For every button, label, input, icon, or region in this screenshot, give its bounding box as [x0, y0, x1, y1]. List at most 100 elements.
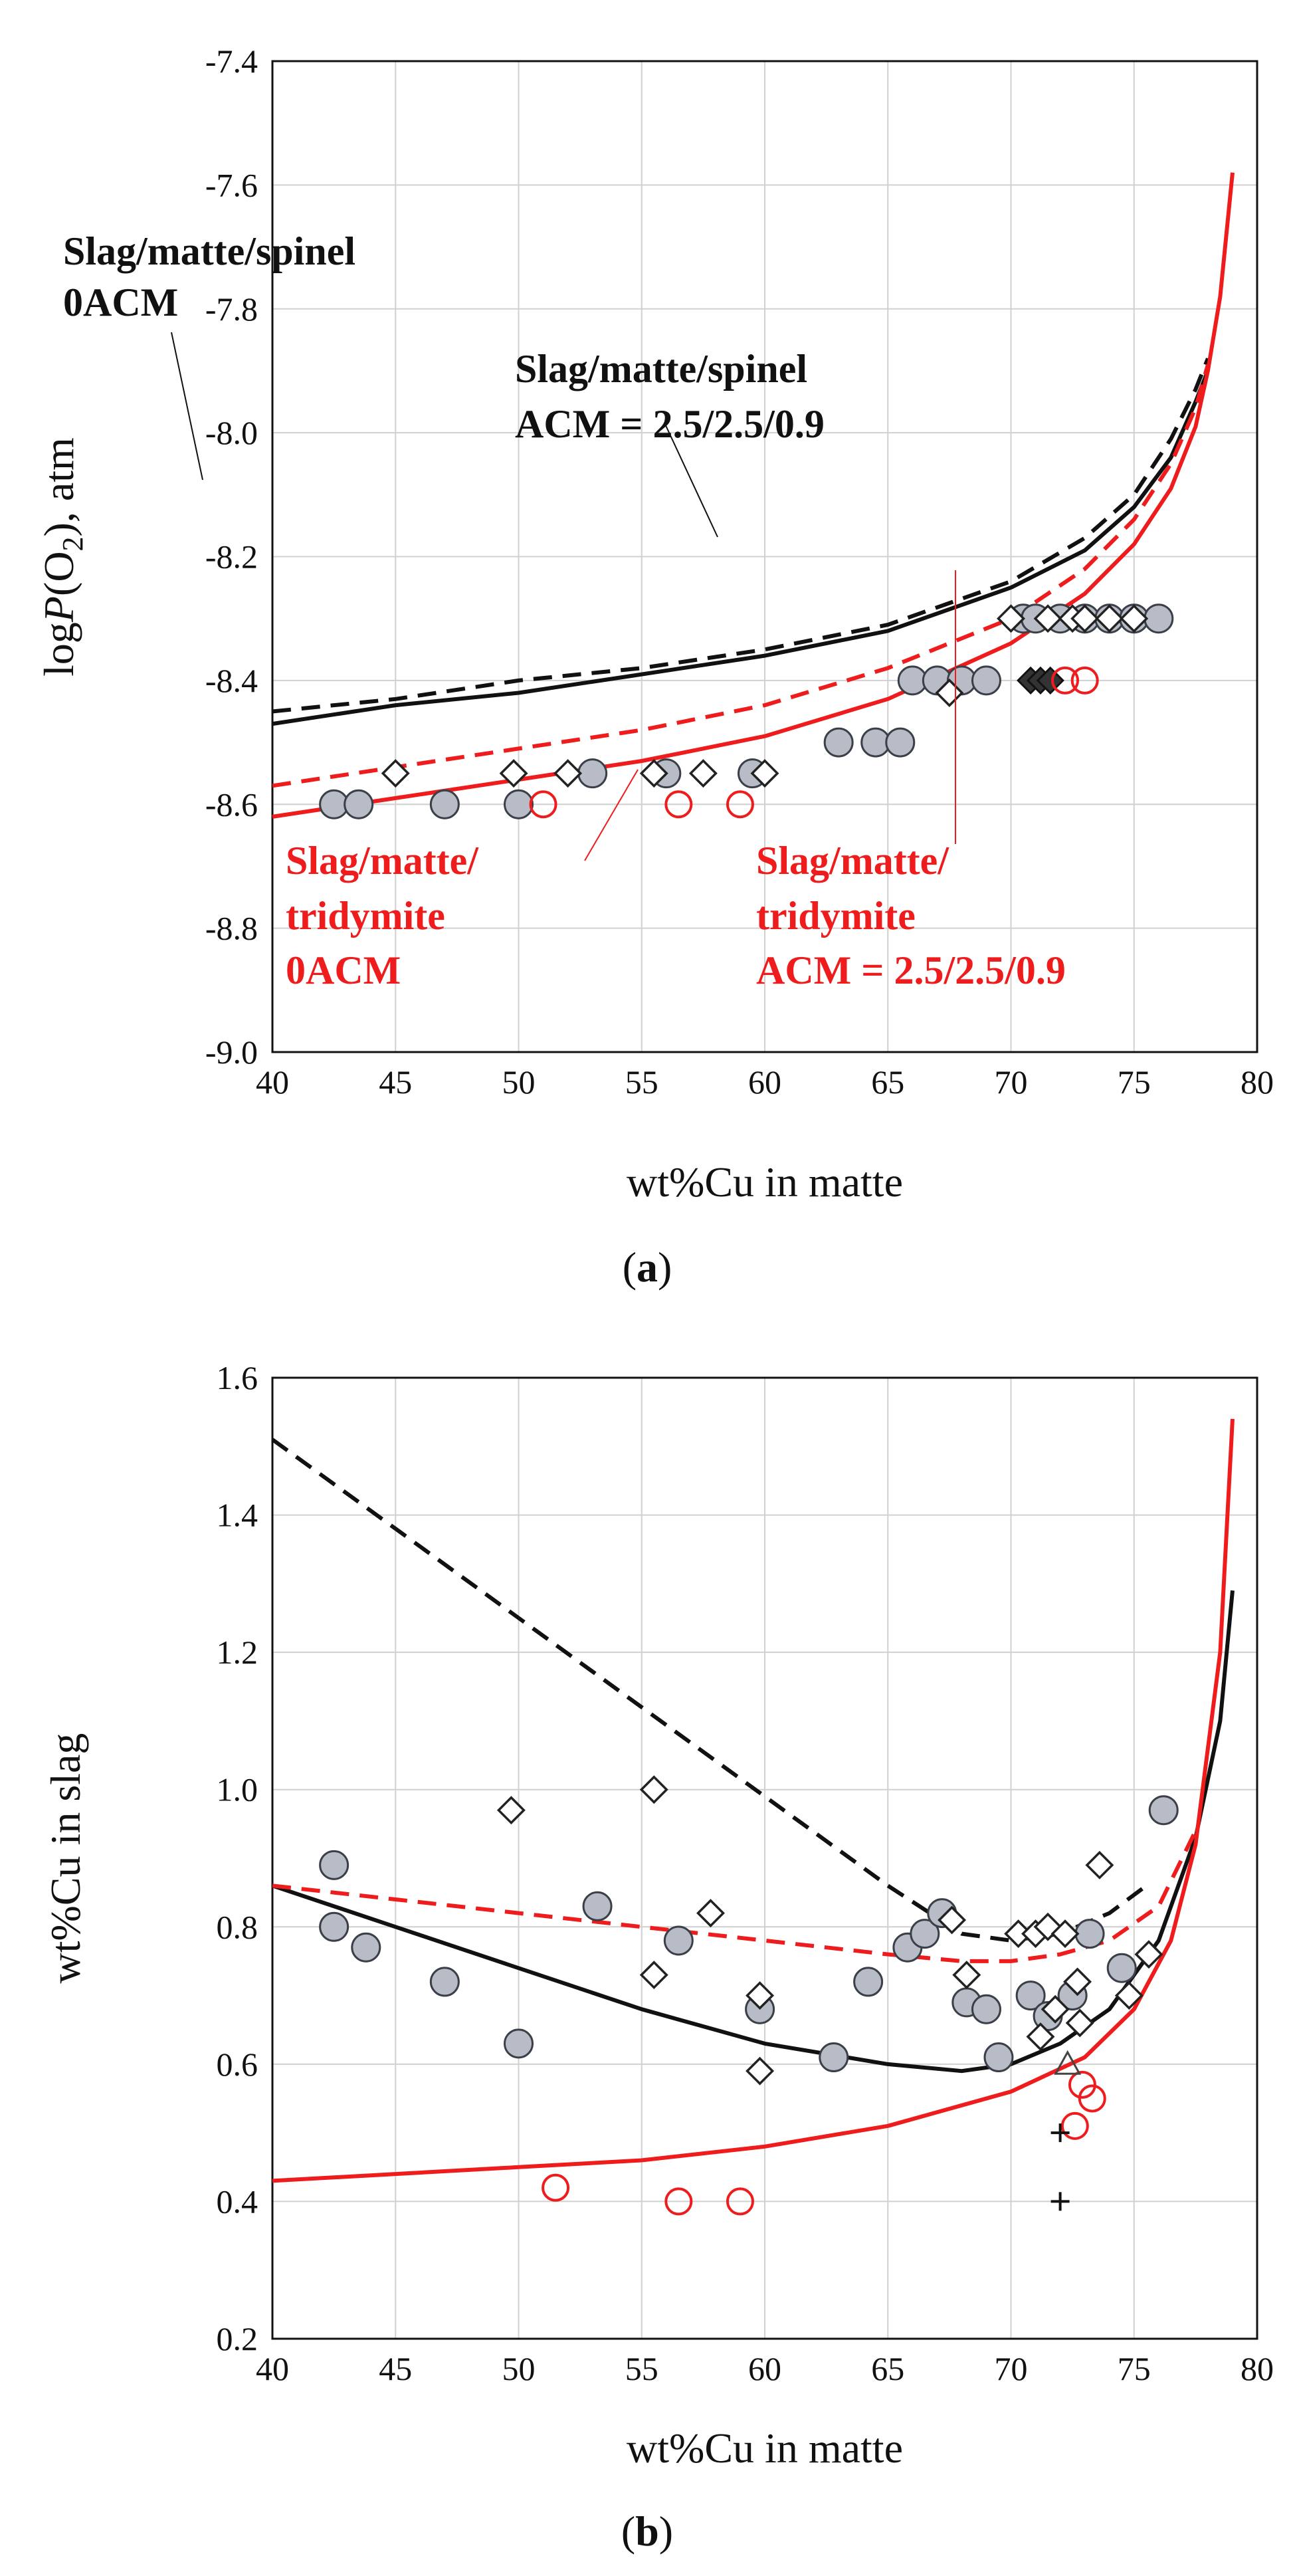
- chart-a-x-tick-label: 45: [379, 1063, 412, 1101]
- chart-a-x-tick-label: 70: [995, 1063, 1028, 1101]
- chart-a: 40 45 50 55 60 65 70 75 80 -9.0-8.8-8.6-8.4-8.2-…: [35, 43, 1274, 1291]
- chart-a-y-tick-label: -8.6: [205, 786, 258, 823]
- chart-b-y-tick-label: 1.4: [217, 1497, 258, 1534]
- chart-a-point-open-diamond: [997, 604, 1025, 633]
- chart-a-x-tick-label: 50: [502, 1063, 536, 1101]
- chart-b-y-tick-label: 1.0: [217, 1771, 258, 1808]
- chart-a-point-red-circle: [726, 790, 754, 819]
- chart-b-x-tick-label: 65: [871, 2350, 904, 2387]
- chart-a-x-tick-label: 55: [625, 1063, 658, 1101]
- chart-a-y-tick-label: -7.8: [205, 290, 258, 328]
- chart-b-point-open-diamond: [1065, 2008, 1094, 2038]
- chart-a-point-grey-circle: [823, 727, 854, 758]
- chart-a-point-grey-circle: [971, 665, 1001, 696]
- chart-a-y-tick-label: -8.0: [205, 414, 258, 451]
- chart-a-x-ticks: 40 45 50 55 60 65 70 75 80: [256, 1063, 1274, 1101]
- chart-a-x-tick-label: 60: [748, 1063, 781, 1101]
- chart-b-x-tick-label: 40: [256, 2350, 289, 2387]
- chart-b-point-open-diamond: [639, 1961, 668, 1990]
- panel-label-letter: a: [637, 1243, 658, 1291]
- chart-b-panel-label: (b): [621, 2508, 673, 2555]
- chart-b-x-ticks: 40 45 50 55 60 65 70 75 80: [256, 2350, 1274, 2387]
- chart-a-point-open-diamond: [750, 759, 779, 788]
- chart-b-point-plus: [1050, 2123, 1070, 2143]
- chart-a-annotation-line: tridymite: [756, 894, 916, 938]
- chart-a-point-grey-circle: [1144, 603, 1174, 634]
- chart-b-point-open-diamond: [938, 1905, 967, 1935]
- chart-a-point-dark-diamond: [1036, 666, 1064, 695]
- chart-a-plot-frame: [271, 60, 1258, 1053]
- chart-a-point-open-diamond: [639, 759, 668, 788]
- chart-b-x-tick-label: 50: [502, 2350, 536, 2387]
- chart-b-point-red-circle: [1068, 2070, 1096, 2099]
- chart-b-point-grey-circle: [351, 1932, 381, 1963]
- chart-b-point-open-diamond: [1134, 1940, 1163, 1969]
- chart-b-point-triangle: [1054, 2050, 1082, 2075]
- chart-b-point-open-diamond: [952, 1961, 981, 1990]
- chart-a-point-grey-circle: [344, 789, 374, 819]
- chart-a-annotation-line: tridymite: [286, 894, 445, 938]
- chart-a-point-grey-circle: [577, 758, 608, 789]
- chart-a-x-axis-label: wt%Cu in matte: [627, 1158, 903, 1206]
- chart-a-annotation-line: ACM = 2.5/2.5/0.9: [515, 402, 825, 446]
- chart-a-panel-label: (a): [623, 1243, 672, 1291]
- chart-a-annotation-line: Slag/matte/spinel: [63, 229, 355, 273]
- chart-b-point-open-diamond: [496, 1796, 526, 1825]
- chart-a-annotation-line: Slag/matte/: [756, 839, 949, 883]
- chart-a-y-tick-label: -7.6: [205, 166, 258, 203]
- chart-a-y-tick-label: -8.4: [205, 662, 258, 699]
- chart-a-y-ticks: -9.0 -8.8 -8.6 -8.4 -8.2 -8.0 -7.8 -7.6 -7.4: [205, 43, 258, 1071]
- chart-a-annotation-line: Slag/matte/: [286, 839, 479, 883]
- chart-a-x-tick-label: 65: [871, 1063, 904, 1101]
- chart-a-annotation-leader: [584, 769, 639, 861]
- chart-b-point-grey-circle: [971, 1994, 1001, 2024]
- chart-a-y-label-mid: (O: [35, 551, 82, 596]
- chart-b-point-grey-circle: [663, 1925, 694, 1956]
- panel-label-open: (: [623, 1243, 637, 1291]
- chart-a-y-label-suffix: ), atm: [35, 437, 82, 536]
- chart-a-annotation-line: Slag/matte/spinel: [515, 347, 807, 391]
- chart-b-y-axis-label: wt%Cu in slag: [42, 1733, 89, 1984]
- chart-a-y-tick-label: -8.8: [205, 910, 258, 947]
- chart-a-point-grey-circle: [429, 789, 460, 819]
- chart-a-annotation-leader: [171, 332, 203, 481]
- chart-b-y-tick-label: 0.4: [217, 2183, 258, 2220]
- chart-b-x-axis-label: wt%Cu in matte: [627, 2424, 903, 2472]
- chart-a-y-axis-label: logP(O2), atm: [35, 437, 89, 677]
- chart-a-point-red-circle: [664, 790, 693, 819]
- panel-label-close: ): [659, 2508, 673, 2555]
- chart-b-point-open-diamond: [1041, 1994, 1070, 2024]
- chart-b-point-open-diamond: [639, 1775, 668, 1804]
- chart-b-point-grey-circle: [319, 1850, 349, 1880]
- chart-b-point-grey-circle: [1015, 1981, 1046, 2011]
- chart-b-point-grey-circle: [910, 1919, 940, 1949]
- chart-b-grid: [272, 1377, 1258, 2339]
- chart-a-point-open-diamond: [1070, 604, 1100, 633]
- chart-b-point-open-diamond: [696, 1899, 725, 1928]
- chart-a-point-open-diamond: [381, 759, 410, 788]
- chart-a-y-label-prefix: log: [35, 622, 82, 677]
- chart-a-y-label-italic: P: [35, 596, 82, 623]
- chart-a-series-line-3: [272, 364, 1210, 788]
- chart-b-point-red-circle: [542, 2173, 570, 2202]
- chart-b-plot-frame: [271, 1376, 1258, 2340]
- chart-b-series-line-3: [272, 1830, 1198, 1963]
- chart-a-points: [319, 603, 1174, 819]
- chart-b-y-ticks: 0.2 0.4 0.6 0.8 1.0 1.2 1.4 1.6: [217, 1359, 258, 2357]
- chart-a-lines: [272, 172, 1235, 819]
- chart-a-point-red-circle: [1051, 666, 1080, 695]
- chart-a-point-open-diamond: [1095, 604, 1124, 633]
- chart-b-point-open-diamond: [746, 1981, 775, 2010]
- chart-b-y-tick-label: 1.6: [217, 1359, 258, 1396]
- chart-b-y-tick-label: 0.2: [217, 2320, 258, 2357]
- chart-a-point-open-diamond: [499, 759, 528, 788]
- chart-b-point-grey-circle: [319, 1911, 349, 1942]
- chart-b-point-open-diamond: [746, 2056, 775, 2086]
- panel-label-letter: b: [635, 2508, 659, 2555]
- chart-a-point-open-diamond: [688, 759, 718, 788]
- chart-a-x-tick-label: 40: [256, 1063, 289, 1101]
- chart-b-point-grey-circle: [1074, 1919, 1105, 1949]
- chart-b-point-open-diamond: [1063, 1967, 1092, 1996]
- chart-a-point-red-circle: [1070, 666, 1099, 695]
